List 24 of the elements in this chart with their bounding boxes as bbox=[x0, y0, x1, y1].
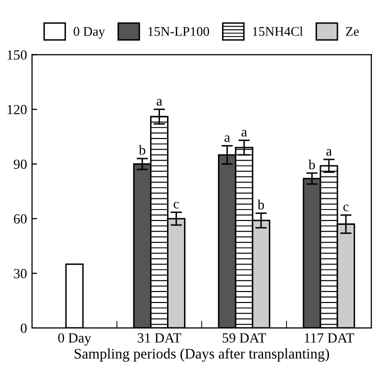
legend-label: 15N-LP100 bbox=[148, 27, 210, 36]
x-tick-label: 117 DAT bbox=[304, 333, 354, 343]
data-label: a bbox=[326, 149, 332, 156]
data-label: b bbox=[258, 200, 264, 210]
legend-label: 15NH4Cl bbox=[252, 26, 303, 36]
y-tick-label: 90 bbox=[14, 160, 27, 169]
x-tick-label: 59 DAT bbox=[222, 333, 266, 343]
legend-label: Ze bbox=[346, 27, 359, 36]
data-label: c bbox=[174, 202, 179, 209]
y-tick-label: 60 bbox=[14, 214, 27, 224]
y-tick-label: 150 bbox=[8, 50, 27, 60]
legend-label: 0 Day bbox=[74, 27, 105, 39]
x-axis-title: Sampling periods (Days after transplanting) bbox=[74, 348, 330, 362]
x-tick-label: 31 DAT bbox=[138, 333, 182, 343]
data-label: a bbox=[224, 135, 230, 142]
data-label: b bbox=[308, 160, 315, 170]
y-tick-label: 120 bbox=[8, 104, 27, 114]
x-tick-label: 0 Day bbox=[58, 333, 92, 346]
y-tick-label: 0 bbox=[20, 324, 27, 333]
data-label: c bbox=[343, 204, 349, 212]
data-label: a bbox=[242, 130, 247, 137]
data-label: a bbox=[156, 98, 162, 106]
data-label: b bbox=[138, 145, 146, 155]
y-tick-label: 30 bbox=[14, 268, 27, 278]
